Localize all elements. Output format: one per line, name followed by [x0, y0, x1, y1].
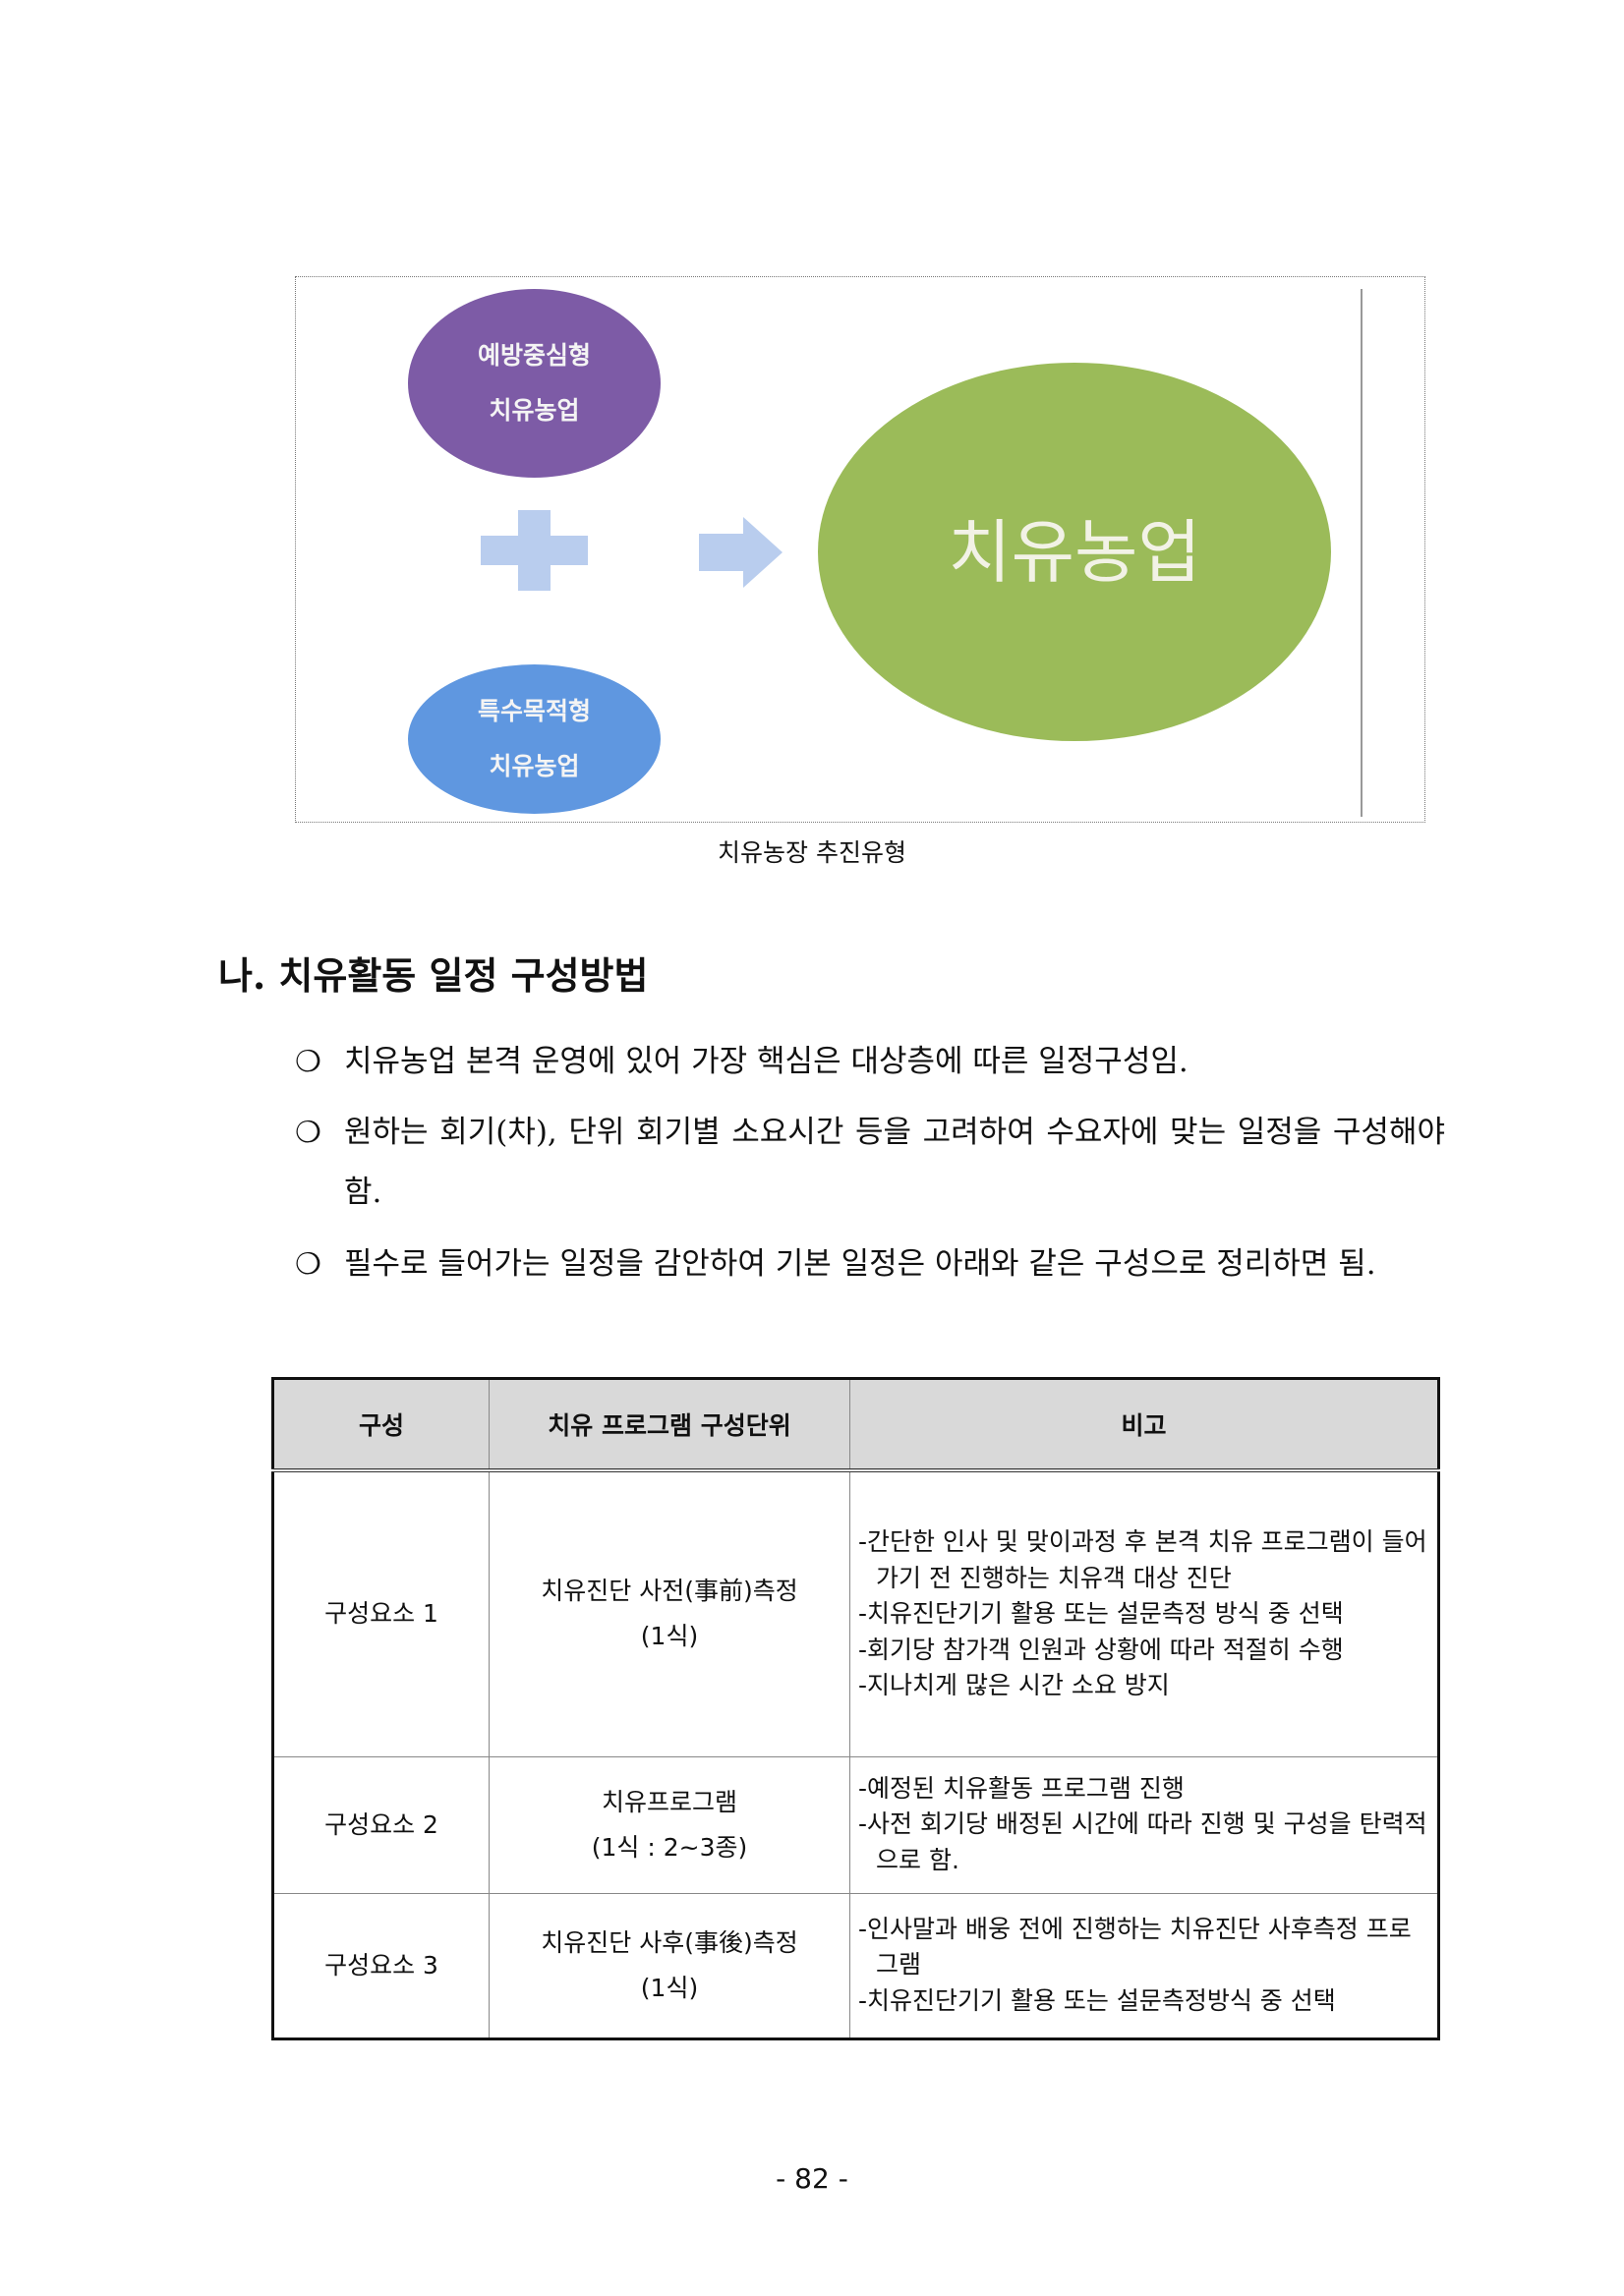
- page-number: - 82 -: [776, 2162, 848, 2195]
- note-line: -치유진단기기 활용 또는 설문측정방식 중 선택: [858, 1985, 1336, 2015]
- bullet-text: 필수로 들어가는 일정을 감안하여 기본 일정은 아래와 같은 구성으로 정리하…: [344, 1246, 1376, 1282]
- note-line: -회기당 참가객 인원과 상황에 따라 적절히 수행: [858, 1635, 1344, 1664]
- divider-line: [1361, 289, 1363, 817]
- table-header-row: 구성 치유 프로그램 구성단위 비고: [272, 1378, 1439, 1472]
- unit-cell: 치유진단 사후(事後)측정 (1식): [489, 1892, 850, 2038]
- bullet-item: ❍ 필수로 들어가는 일정을 감안하여 기본 일정은 아래와 같은 구성으로 정…: [295, 1234, 1445, 1294]
- unit-line: (1식): [640, 1973, 699, 2002]
- table-row: 구성요소 2 치유프로그램 (1식 : 2~3종) -예정된 치유활동 프로그램…: [272, 1755, 1439, 1893]
- table-row: 구성요소 1 치유진단 사전(事前)측정 (1식) -간단한 인사 및 맞이과정…: [272, 1469, 1439, 1756]
- special-purpose-type-ellipse: 특수목적형 치유농업: [408, 664, 661, 814]
- component-cell: 구성요소 3: [272, 1892, 490, 2038]
- diagram-figure: 예방중심형 치유농업 특수목적형 치유농업 치유농업: [295, 276, 1425, 823]
- note-line: -지나치게 많은 시간 소요 방지: [858, 1671, 1170, 1699]
- section-heading: 나. 치유활동 일정 구성방법: [218, 953, 649, 998]
- circle-bullet-icon: ❍: [295, 1116, 321, 1150]
- plus-icon: [481, 510, 588, 591]
- note-line: -간단한 인사 및 맞이과정 후 본격 치유 프로그램이 들어가기 전 진행하는…: [858, 1527, 1427, 1592]
- header-cell: 구성: [272, 1378, 490, 1472]
- note-line: -치유진단기기 활용 또는 설문측정 방식 중 선택: [858, 1599, 1344, 1628]
- header-cell: 치유 프로그램 구성단위: [489, 1378, 850, 1472]
- component-cell: 구성요소 1: [272, 1469, 490, 1756]
- header-cell: 비고: [849, 1378, 1439, 1472]
- ellipse-label: 예방중심형: [477, 341, 591, 370]
- note-line: -사전 회기당 배정된 시간에 따라 진행 및 구성을 탄력적으로 함.: [858, 1809, 1427, 1874]
- unit-cell: 치유프로그램 (1식 : 2~3종): [489, 1755, 850, 1893]
- healing-agriculture-ellipse: 치유농업: [818, 363, 1331, 741]
- table-row: 구성요소 3 치유진단 사후(事後)측정 (1식) -인사말과 배웅 전에 진행…: [272, 1892, 1439, 2038]
- prevention-type-ellipse: 예방중심형 치유농업: [408, 289, 661, 478]
- unit-line: 치유진단 사전(事前)측정: [541, 1577, 798, 1606]
- notes-cell: -예정된 치유활동 프로그램 진행 -사전 회기당 배정된 시간에 따라 진행 …: [849, 1755, 1439, 1893]
- component-cell: 구성요소 2: [272, 1755, 490, 1893]
- notes-cell: -간단한 인사 및 맞이과정 후 본격 치유 프로그램이 들어가기 전 진행하는…: [849, 1469, 1439, 1756]
- ellipse-label: 치유농업: [489, 752, 580, 780]
- bullet-text: 치유농업 본격 운영에 있어 가장 핵심은 대상층에 따른 일정구성임.: [344, 1044, 1189, 1079]
- note-line: -인사말과 배웅 전에 진행하는 치유진단 사후측정 프로그램: [858, 1914, 1412, 1980]
- bullet-item: ❍ 원하는 회기(차), 단위 회기별 소요시간 등을 고려하여 수요자에 맞는…: [295, 1103, 1445, 1223]
- notes-cell: -인사말과 배웅 전에 진행하는 치유진단 사후측정 프로그램 -치유진단기기 …: [849, 1892, 1439, 2038]
- unit-line: 치유진단 사후(事後)측정: [541, 1927, 798, 1957]
- note-line: -예정된 치유활동 프로그램 진행: [858, 1773, 1185, 1803]
- figure-caption: 치유농장 추진유형: [718, 838, 906, 867]
- schedule-table: 구성 치유 프로그램 구성단위 비고 구성요소 1 치유진단 사전(事前)측정 …: [271, 1377, 1440, 2040]
- unit-line: (1식): [640, 1622, 699, 1651]
- bullet-text: 원하는 회기(차), 단위 회기별 소요시간 등을 고려하여 수요자에 맞는 일…: [344, 1115, 1445, 1210]
- ellipse-label: 특수목적형: [477, 697, 591, 725]
- circle-bullet-icon: ❍: [295, 1045, 321, 1079]
- bullet-item: ❍ 치유농업 본격 운영에 있어 가장 핵심은 대상층에 따른 일정구성임.: [295, 1032, 1445, 1092]
- ellipse-label: 치유농업: [489, 396, 580, 425]
- circle-bullet-icon: ❍: [295, 1247, 321, 1282]
- unit-cell: 치유진단 사전(事前)측정 (1식): [489, 1469, 850, 1756]
- unit-line: 치유프로그램: [601, 1787, 737, 1816]
- unit-line: (1식 : 2~3종): [591, 1832, 748, 1862]
- result-label: 치유농업: [948, 511, 1201, 593]
